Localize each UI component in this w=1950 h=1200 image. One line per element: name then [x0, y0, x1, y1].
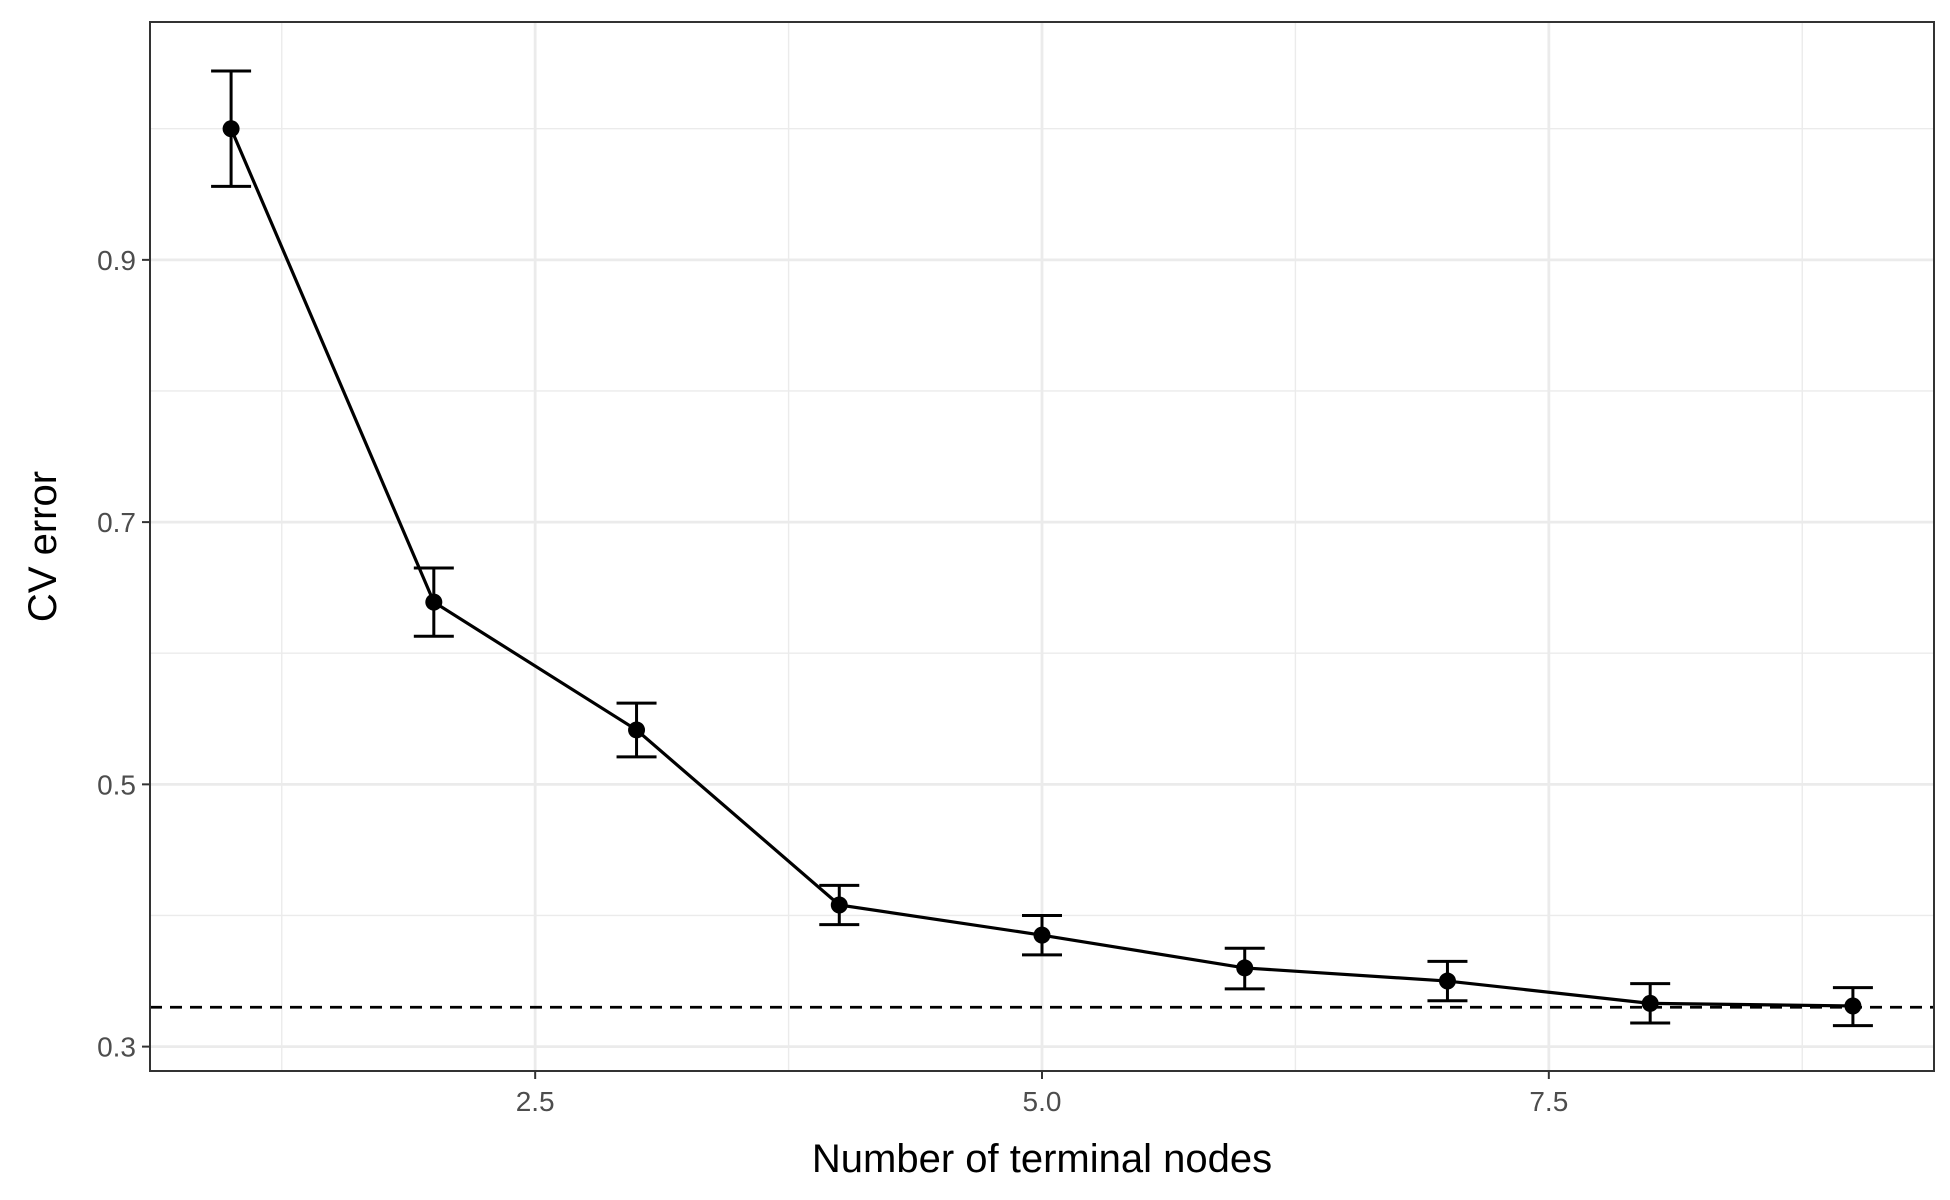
data-layer — [211, 69, 1873, 1028]
data-point — [628, 721, 646, 739]
data-point — [1438, 972, 1456, 990]
data-point — [1033, 926, 1051, 944]
data-point — [222, 120, 240, 138]
x-tick-label: 7.5 — [1529, 1086, 1568, 1117]
axis-layer: 2.5 5.0 7.5 0.3 0.5 0.7 0.9 — [97, 245, 1568, 1117]
x-tick-label: 5.0 — [1023, 1086, 1062, 1117]
x-axis-title: Number of terminal nodes — [812, 1137, 1272, 1181]
y-tick-label: 0.3 — [97, 1032, 136, 1063]
grid-layer — [150, 22, 1934, 1071]
x-tick-label: 2.5 — [516, 1086, 555, 1117]
y-axis-title: CV error — [21, 471, 65, 622]
data-point — [1641, 994, 1659, 1012]
data-point — [1236, 959, 1254, 977]
data-point — [1844, 997, 1862, 1015]
y-tick-label: 0.5 — [97, 769, 136, 800]
data-point — [425, 593, 443, 611]
y-tick-label: 0.9 — [97, 245, 136, 276]
y-tick-label: 0.7 — [97, 507, 136, 538]
data-point — [830, 896, 848, 914]
